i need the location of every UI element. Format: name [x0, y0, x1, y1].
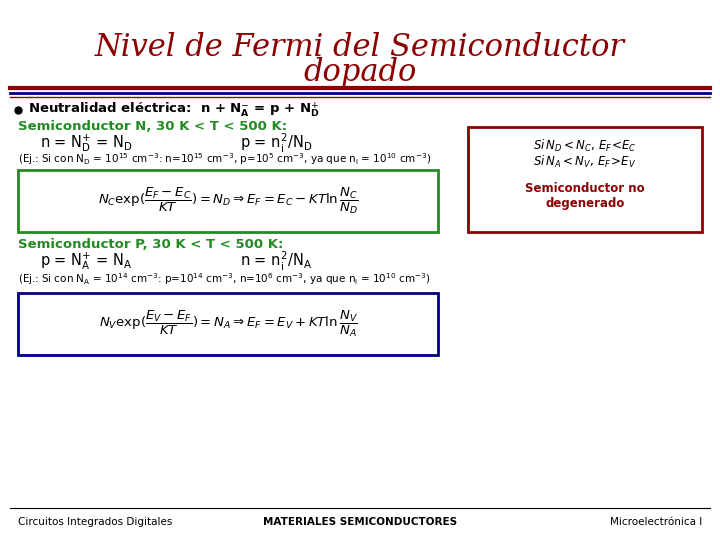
Text: Nivel de Fermi del Semiconductor: Nivel de Fermi del Semiconductor	[95, 31, 625, 63]
Text: Microelectrónica I: Microelectrónica I	[610, 517, 702, 527]
Text: $N_C \exp(\dfrac{E_F - E_C}{KT}) = N_D \Rightarrow E_F = E_C - KT \ln \dfrac{N_C: $N_C \exp(\dfrac{E_F - E_C}{KT}) = N_D \…	[98, 186, 359, 216]
Text: p = n$_{\mathregular{i}}^{\mathregular{2}}$/N$_{\mathregular{D}}$: p = n$_{\mathregular{i}}^{\mathregular{2…	[240, 131, 312, 154]
Text: Semiconductor P, 30 K < T < 500 K:: Semiconductor P, 30 K < T < 500 K:	[18, 238, 284, 251]
Text: degenerado: degenerado	[545, 198, 625, 211]
Text: Neutralidad eléctrica:  n + N$_{\mathregular{A}}^{-}$ = p + N$_{\mathregular{D}}: Neutralidad eléctrica: n + N$_{\mathregu…	[28, 100, 320, 119]
FancyBboxPatch shape	[468, 127, 702, 232]
Text: Circuitos Integrados Digitales: Circuitos Integrados Digitales	[18, 517, 172, 527]
Text: (Ej.: Si con N$_{\mathregular{A}}$ = 10$^{\mathregular{14}}$ cm$^{\mathregular{-: (Ej.: Si con N$_{\mathregular{A}}$ = 10$…	[18, 271, 431, 287]
Text: MATERIALES SEMICONDUCTORES: MATERIALES SEMICONDUCTORES	[263, 517, 457, 527]
Text: $Si\,N_D < N_C,\,E_F\!<\!E_C$: $Si\,N_D < N_C,\,E_F\!<\!E_C$	[534, 138, 636, 154]
FancyBboxPatch shape	[18, 170, 438, 232]
Text: Semiconductor N, 30 K < T < 500 K:: Semiconductor N, 30 K < T < 500 K:	[18, 119, 287, 132]
Text: $Si\,N_A < N_V,\,E_F\!>\!E_V$: $Si\,N_A < N_V,\,E_F\!>\!E_V$	[534, 154, 636, 170]
Text: n = n$_{\mathregular{i}}^{\mathregular{2}}$/N$_{\mathregular{A}}$: n = n$_{\mathregular{i}}^{\mathregular{2…	[240, 249, 312, 273]
Text: n = N$_{\mathregular{D}}^{\mathregular{+}}$ = N$_{\mathregular{D}}$: n = N$_{\mathregular{D}}^{\mathregular{+…	[40, 132, 133, 154]
Text: dopado: dopado	[303, 57, 417, 89]
Text: Semiconductor no: Semiconductor no	[525, 183, 645, 195]
FancyBboxPatch shape	[18, 293, 438, 355]
Text: $N_V \exp(\dfrac{E_V - E_F}{KT}) = N_A \Rightarrow E_F = E_V + KT \ln \dfrac{N_V: $N_V \exp(\dfrac{E_V - E_F}{KT}) = N_A \…	[99, 309, 357, 339]
Text: p = N$_{\mathregular{A}}^{\mathregular{+}}$ = N$_{\mathregular{A}}$: p = N$_{\mathregular{A}}^{\mathregular{+…	[40, 250, 132, 272]
Text: (Ej.: Si con N$_{\mathregular{D}}$ = 10$^{\mathregular{15}}$ cm$^{\mathregular{-: (Ej.: Si con N$_{\mathregular{D}}$ = 10$…	[18, 151, 431, 167]
